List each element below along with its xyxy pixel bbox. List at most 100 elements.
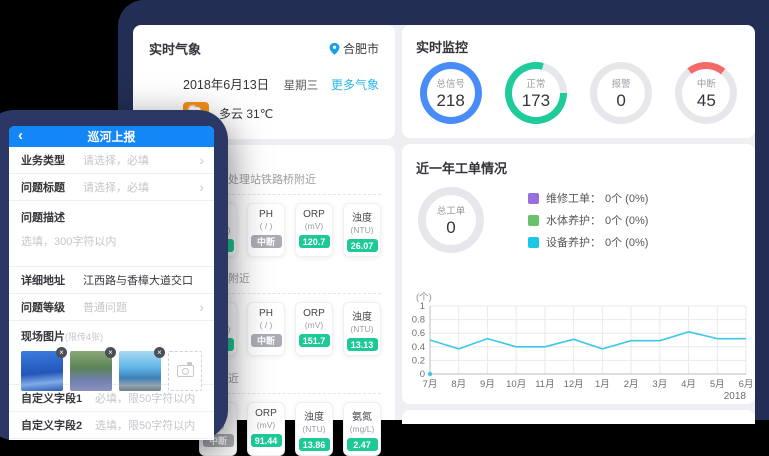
legend-value: 0个 (0%) (605, 237, 649, 249)
close-icon[interactable]: × (56, 347, 67, 358)
gauge-label: 报警 (611, 78, 631, 90)
donut-label: 总工单 (436, 205, 466, 217)
phone-screen: ‹ 巡河上报 业务类型 请选择，必填 › 问题标题 请选择，必填 › 问题描述 … (9, 126, 214, 440)
svg-text:0.6: 0.6 (412, 328, 425, 339)
photo-river-trees[interactable]: × (70, 347, 116, 391)
business-type-placeholder: 请选择，必填 (83, 155, 149, 167)
phone-header: ‹ 巡河上报 (9, 126, 214, 147)
water-quality-metric-card: ORP (mV) 91.44 (247, 402, 285, 456)
chevron-right-icon: › (199, 179, 204, 195)
metric-unit: (mg/L) (349, 424, 375, 434)
metric-label: PH (259, 209, 273, 220)
site-photos-label: 现场图片 (21, 331, 65, 343)
add-photo-button[interactable] (168, 351, 202, 391)
weather-title: 实时气象 (149, 42, 202, 57)
legend-item: 设备养护： 0个 (0%) (528, 234, 648, 250)
issue-level-value: 普通问题 (83, 302, 127, 314)
gauge-total: 总信号 218 (419, 62, 482, 124)
gauge-label: 中断 (696, 78, 716, 90)
next-panel-edge (402, 410, 755, 424)
workorders-title: 近一年工单情况 (416, 161, 508, 176)
issue-description-textarea[interactable]: 问题描述 选填，300字符以内 (9, 201, 214, 267)
metric-unit: (mV) (304, 221, 324, 231)
water-quality-metric-card: ORP (mV) 120.7 (295, 203, 333, 257)
svg-text:(个): (个) (416, 292, 432, 303)
address-row[interactable]: 详细地址 江西路与香樟大道交口 (9, 267, 214, 294)
metric-value-badge: 26.07 (346, 239, 378, 252)
issue-level-row[interactable]: 问题等级 普通问题 › (9, 294, 214, 321)
metric-value-badge: 91.44 (250, 434, 282, 447)
weather-weekday: 星期三 (283, 80, 319, 92)
photo-river-railing[interactable]: × (21, 347, 67, 391)
address-label: 详细地址 (21, 275, 65, 287)
svg-text:1月: 1月 (595, 379, 610, 390)
svg-text:1: 1 (420, 301, 425, 312)
svg-text:10月: 10月 (506, 379, 526, 390)
legend-label: 设备养护： (546, 237, 601, 249)
metric-label: 氨氮 (352, 412, 372, 423)
issue-description-label: 问题描述 (21, 212, 65, 224)
svg-text:11月: 11月 (535, 379, 554, 390)
svg-text:6月: 6月 (739, 379, 754, 390)
issue-level-label: 问题等级 (21, 302, 65, 314)
metric-value-badge: 13.13 (346, 338, 378, 351)
monitoring-title: 实时监控 (416, 40, 469, 55)
metric-value-badge: 120.7 (298, 235, 330, 248)
water-quality-metric-card: PH ( / ) 中断 (247, 203, 285, 257)
close-icon[interactable]: × (154, 347, 165, 358)
camera-icon (176, 362, 194, 377)
legend-swatch (528, 192, 539, 204)
city-selector: 合肥市 (329, 40, 379, 57)
chevron-right-icon: › (199, 152, 204, 168)
gauge-label: 正常 (526, 78, 546, 90)
close-icon[interactable]: × (105, 347, 116, 358)
gauge-value: 0 (616, 90, 626, 110)
svg-text:8月: 8月 (451, 379, 466, 390)
metric-unit: ( / ) (259, 221, 273, 231)
metric-value-badge: 中断 (250, 235, 282, 248)
chevron-right-icon: › (199, 299, 204, 315)
monitoring-card: 实时监控 总信号 218 正常 173 报警 0 中断 45 (402, 25, 755, 138)
water-quality-metric-card: 浊度 (NTU) 13.13 (343, 302, 381, 356)
legend-label: 维修工单： (546, 193, 601, 205)
svg-text:0.8: 0.8 (412, 315, 425, 326)
dashed-divider (147, 393, 381, 394)
workorders-legend: 维修工单： 0个 (0%) 水体养护： 0个 (0%) 设备养护： 0个 (0%) (528, 190, 648, 250)
custom-field-1-label: 自定义字段1 (21, 393, 83, 405)
issue-title-placeholder: 请选择，必填 (83, 182, 149, 194)
metric-unit: (NTU) (302, 424, 326, 434)
custom-field-2-row[interactable]: 自定义字段2 选填，限50字符以内 (9, 412, 214, 439)
phone-page-title: 巡河上报 (87, 130, 136, 144)
business-type-label: 业务类型 (21, 155, 65, 167)
legend-value: 0个 (0%) (605, 193, 649, 205)
donut-value: 0 (446, 217, 456, 237)
issue-description-placeholder: 选填，300字符以内 (21, 236, 117, 248)
address-value: 江西路与香樟大道交口 (83, 275, 193, 287)
back-chevron-icon[interactable]: ‹ (18, 127, 23, 144)
metric-value-badge: 151.7 (298, 334, 330, 347)
issue-title-label: 问题标题 (21, 182, 65, 194)
site-photos-section: 现场图片(限传4张) × × × (9, 321, 214, 391)
svg-text:3月: 3月 (652, 379, 667, 390)
issue-title-row[interactable]: 问题标题 请选择，必填 › (9, 174, 214, 201)
custom-field-1-row[interactable]: 自定义字段1 必填，限50字符以内 (9, 385, 214, 412)
metric-label: PH (259, 308, 273, 319)
svg-text:2月: 2月 (624, 379, 639, 390)
station-name: 附近 (228, 273, 250, 285)
metric-value-badge: 13.86 (298, 438, 330, 451)
legend-value: 0个 (0%) (605, 215, 649, 227)
metric-unit: (NTU) (350, 225, 374, 235)
metric-unit: (mV) (256, 420, 276, 430)
metric-label: 浊度 (304, 412, 324, 423)
phone-mockup: ‹ 巡河上报 业务类型 请选择，必填 › 问题标题 请选择，必填 › 问题描述 … (0, 110, 228, 440)
photo-lake-walkway[interactable]: × (119, 347, 165, 391)
svg-text:0.2: 0.2 (412, 355, 425, 366)
more-weather-link[interactable]: 更多气象 (330, 77, 379, 92)
metric-label: 浊度 (352, 312, 372, 323)
site-photos-hint: (限传4张) (65, 332, 103, 342)
svg-text:0.4: 0.4 (412, 342, 425, 353)
weather-temperature: 31℃ (246, 106, 274, 121)
gauge-value: 45 (696, 90, 716, 110)
business-type-row[interactable]: 业务类型 请选择，必填 › (9, 147, 214, 174)
legend-swatch (528, 236, 539, 248)
